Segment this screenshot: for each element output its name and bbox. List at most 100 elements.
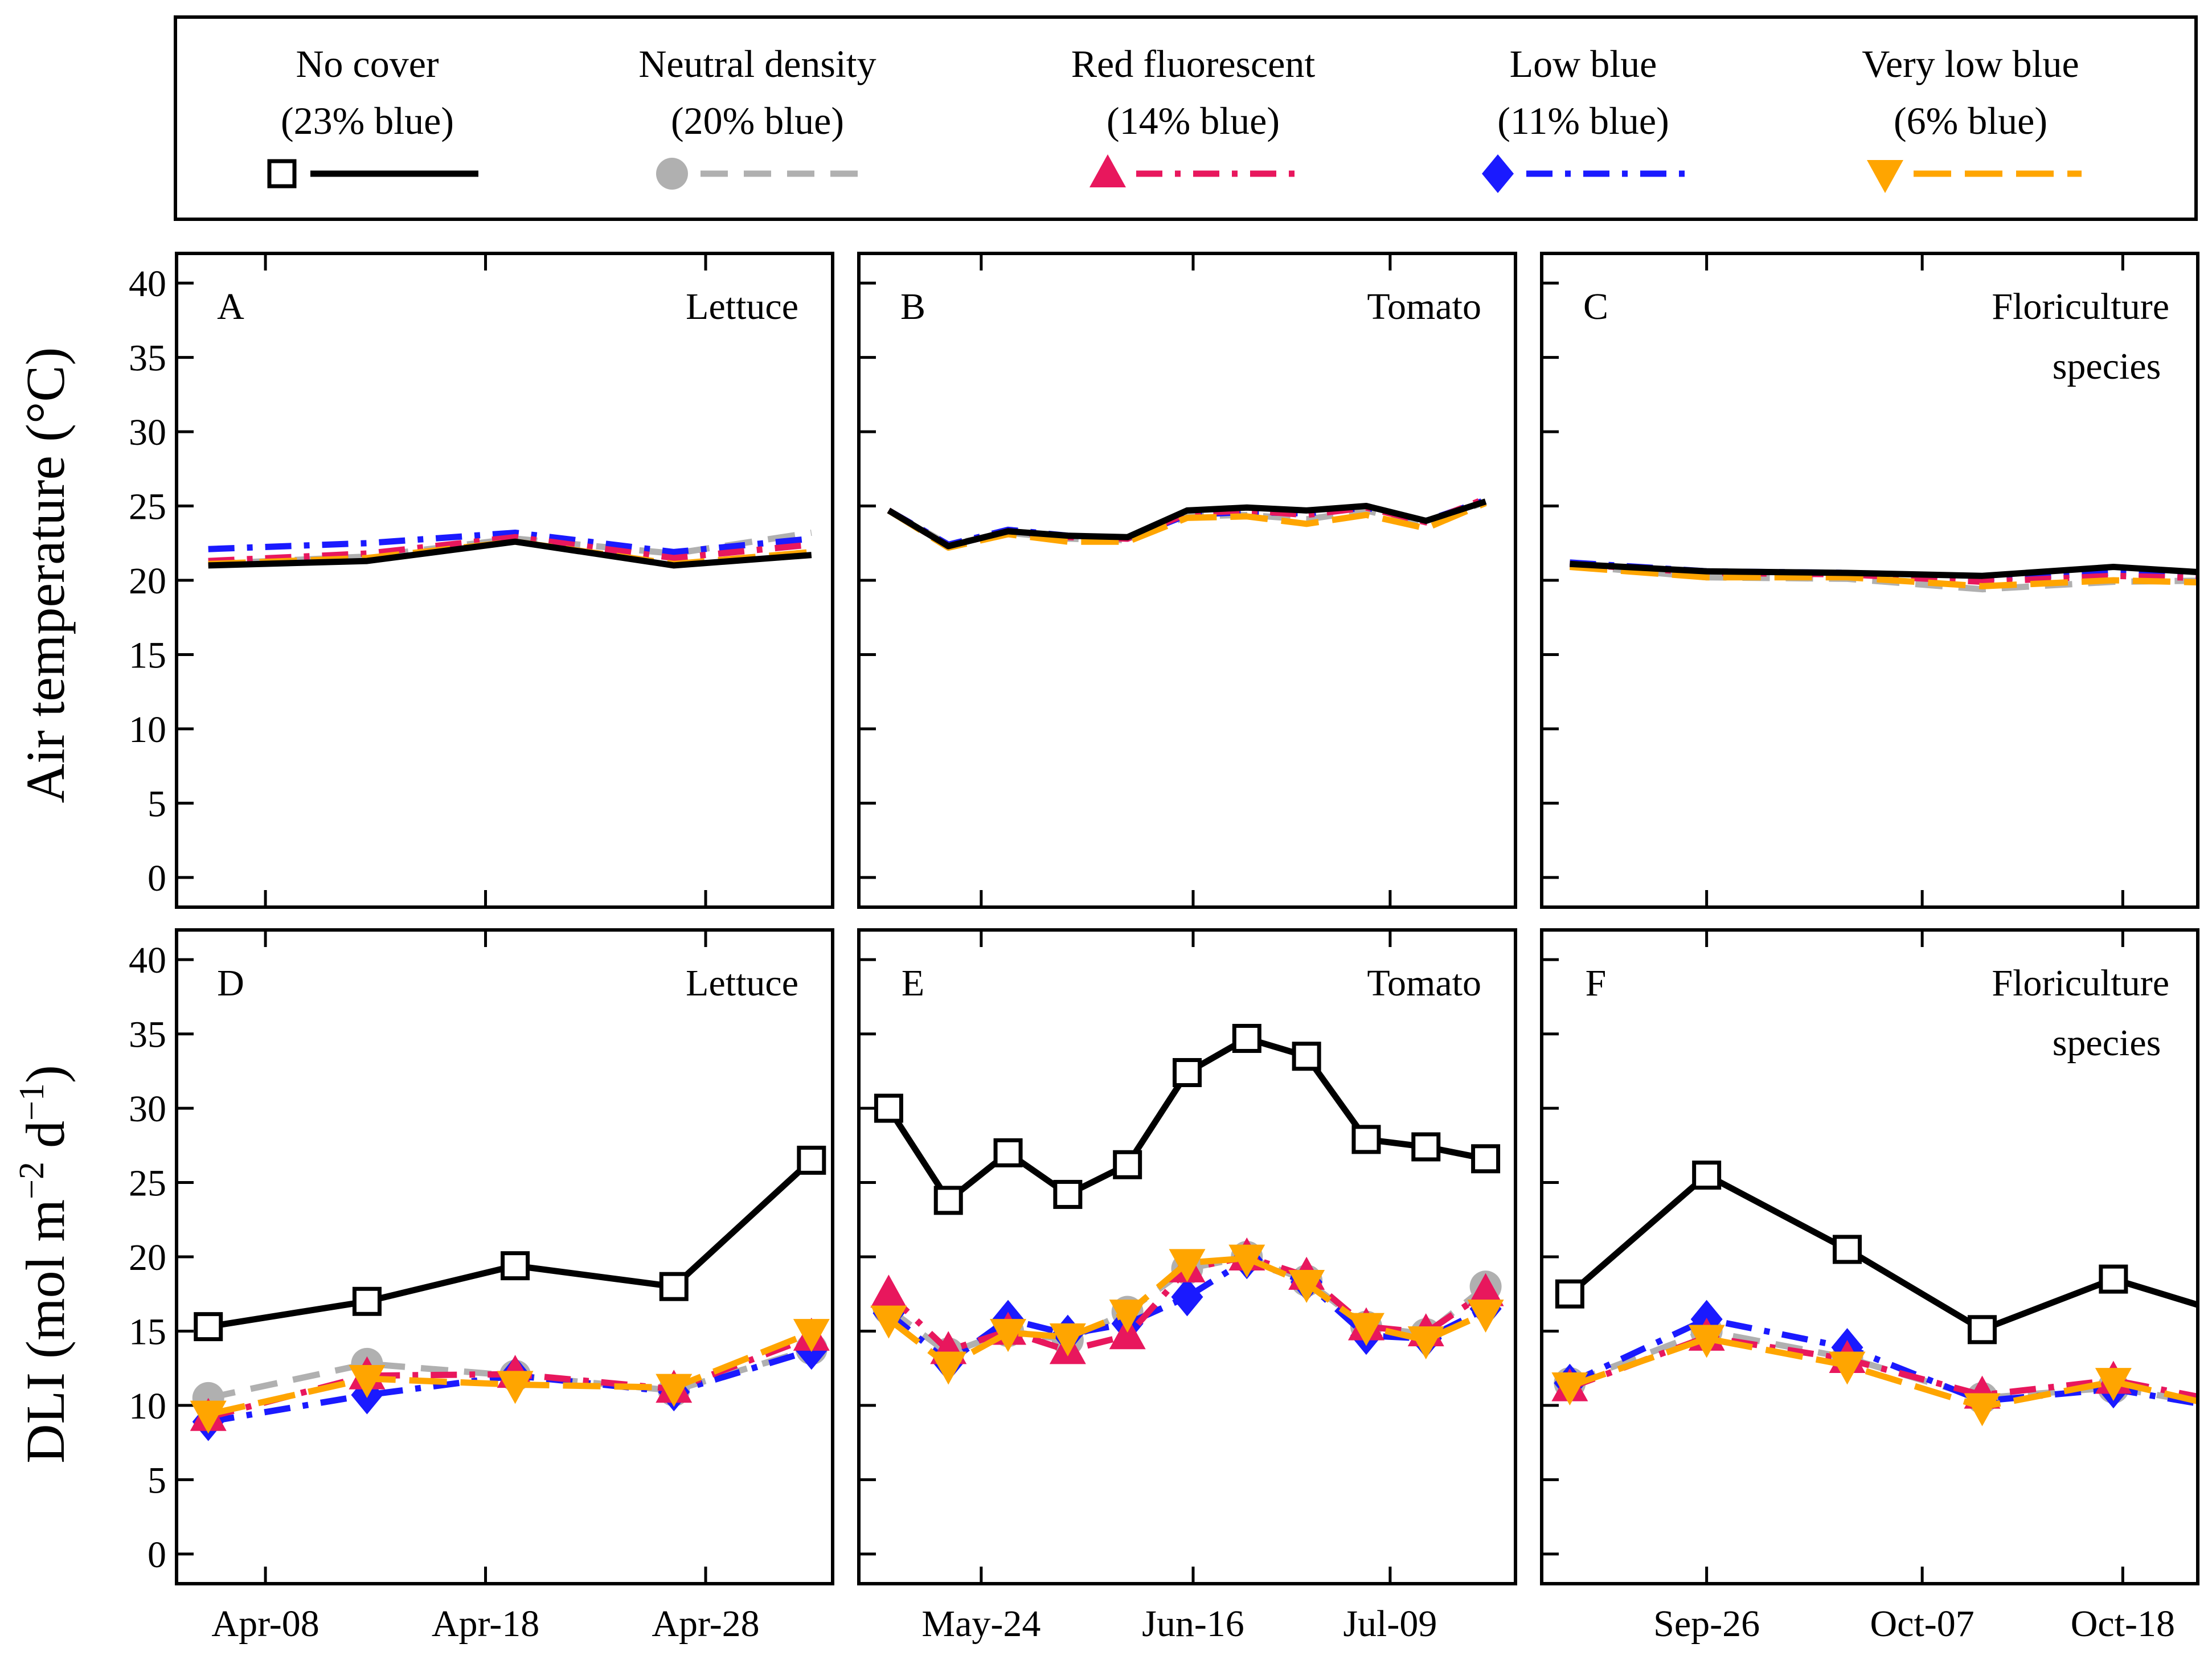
series-no-cover	[1570, 560, 2198, 579]
panel-b: B Tomato	[857, 252, 1517, 909]
y-tick-label: 5	[148, 1460, 166, 1501]
dli-label-sup1: −2	[13, 1162, 51, 1199]
legend-label: Red fluorescent	[1071, 42, 1316, 85]
data-point	[1407, 1326, 1444, 1360]
legend-marker-triangle-down	[1867, 160, 1903, 193]
series-line	[1568, 1335, 2198, 1410]
data-point	[1053, 1179, 1083, 1209]
series-no-cover	[208, 538, 812, 569]
x-tick-label: Jun-16	[1142, 1603, 1244, 1645]
dli-label-main: DLI (mol m	[15, 1199, 76, 1464]
y-tick-label: 40	[129, 263, 166, 305]
y-tick-label: 15	[129, 1311, 166, 1352]
dli-label-sup2: −1	[13, 1083, 51, 1121]
series-line	[1567, 1172, 2198, 1333]
data-point	[352, 1286, 382, 1316]
panel-frame	[175, 928, 834, 1585]
series-line	[208, 530, 812, 555]
data-point	[990, 1319, 1027, 1352]
panel-d: 0 5 10 15 20 25 30 35 40 Apr-08 Apr-18 Apr-28 D Lettu…	[129, 928, 834, 1645]
data-point	[1692, 1161, 1722, 1190]
data-point	[1109, 1300, 1146, 1333]
panel-a: 0 5 10 15 20 25 30 35 40 A Lettuce	[129, 252, 834, 909]
series-very-low-blue	[190, 1319, 830, 1434]
data-point	[1351, 1125, 1381, 1154]
series-low-blue	[208, 530, 812, 555]
series-no-cover	[1555, 1161, 2198, 1345]
dli-label-end: )	[15, 1065, 76, 1083]
legend-sublabel: (23% blue)	[281, 99, 454, 142]
y-axis-label-dli: DLI (mol m−2 d−1)	[13, 1065, 76, 1464]
legend: No cover (23% blue) Neutral density (20% bl…	[174, 15, 2198, 221]
data-point	[874, 1093, 903, 1123]
data-point	[1113, 1150, 1142, 1179]
panel-letter: B	[900, 286, 925, 327]
panel-frame	[1540, 252, 2199, 909]
series-very-low-blue	[1551, 1325, 2198, 1427]
data-point	[2095, 1368, 2132, 1401]
panel-title-line2: species	[2053, 1022, 2161, 1064]
data-point	[1833, 1235, 1862, 1264]
data-point	[1467, 1273, 1504, 1306]
legend-sublabel: (20% blue)	[671, 99, 844, 142]
dli-label-mid: d	[15, 1121, 76, 1162]
panel-letter: E	[902, 962, 924, 1004]
x-tick-label: May-24	[921, 1603, 1041, 1645]
legend-entry-low-blue: Low blue (11% blue)	[1482, 42, 1694, 193]
legend-sublabel: (11% blue)	[1497, 99, 1669, 142]
series-group	[1551, 1161, 2198, 1427]
series-no-cover	[194, 1145, 826, 1342]
legend-entry-very-low-blue: Very low blue (6% blue)	[1862, 42, 2082, 193]
y-tick-label: 30	[129, 1088, 166, 1130]
series-no-cover	[874, 1023, 1501, 1215]
series-very-low-blue	[1569, 564, 2198, 589]
legend-box	[174, 15, 2198, 221]
series-group	[208, 530, 812, 569]
data-point	[1411, 1132, 1441, 1162]
data-point	[1169, 1249, 1206, 1282]
panel-title: Floriculture species	[1992, 286, 2169, 387]
panel-letter: C	[1583, 286, 1608, 327]
panel-letter: A	[217, 286, 244, 327]
legend-label: No cover	[296, 42, 439, 85]
y-tick-label: 35	[129, 1014, 166, 1056]
data-point	[349, 1364, 386, 1398]
series-group	[1569, 559, 2198, 593]
data-point	[1049, 1323, 1086, 1356]
data-point	[1232, 1023, 1261, 1053]
series-line	[887, 498, 1487, 550]
panel-f: Sep-26 Oct-07 Oct-18 F Floriculture species	[1540, 928, 2199, 1645]
data-point	[2099, 1264, 2128, 1294]
series-group	[190, 1145, 830, 1441]
data-point	[1292, 1042, 1321, 1071]
x-tick-label: Sep-26	[1653, 1603, 1760, 1645]
series-group	[870, 1023, 1504, 1385]
data-point	[1967, 1315, 1997, 1345]
data-point	[797, 1145, 826, 1175]
series-line	[207, 1158, 814, 1330]
data-point	[190, 1400, 227, 1434]
legend-entry-neutral-density: Neutral density (20% blue)	[638, 42, 876, 190]
data-point	[993, 1138, 1023, 1167]
series-red-fluorescent	[208, 534, 812, 564]
legend-entry-red-fluorescent: Red fluorescent (14% blue)	[1071, 42, 1316, 187]
data-point	[933, 1186, 963, 1215]
x-tick-label: Apr-18	[432, 1603, 539, 1645]
panel-title: Tomato	[1367, 286, 1481, 327]
panel-frame	[857, 928, 1517, 1585]
data-point	[1173, 1058, 1202, 1087]
series-line	[1570, 560, 2198, 579]
data-point	[656, 1374, 693, 1407]
series-line	[1569, 564, 2198, 589]
data-point	[793, 1319, 830, 1352]
data-point	[1228, 1244, 1265, 1278]
x-tick-label: Oct-07	[1870, 1603, 1975, 1645]
x-tick-label: Apr-08	[211, 1603, 319, 1645]
data-point	[870, 1274, 907, 1308]
panel-c: C Floriculture species	[1540, 252, 2199, 909]
series-group	[887, 495, 1487, 551]
legend-label: Low blue	[1510, 42, 1657, 85]
y-tick-label: 5	[148, 783, 166, 825]
series-line	[887, 1255, 1487, 1368]
data-point	[194, 1312, 223, 1342]
